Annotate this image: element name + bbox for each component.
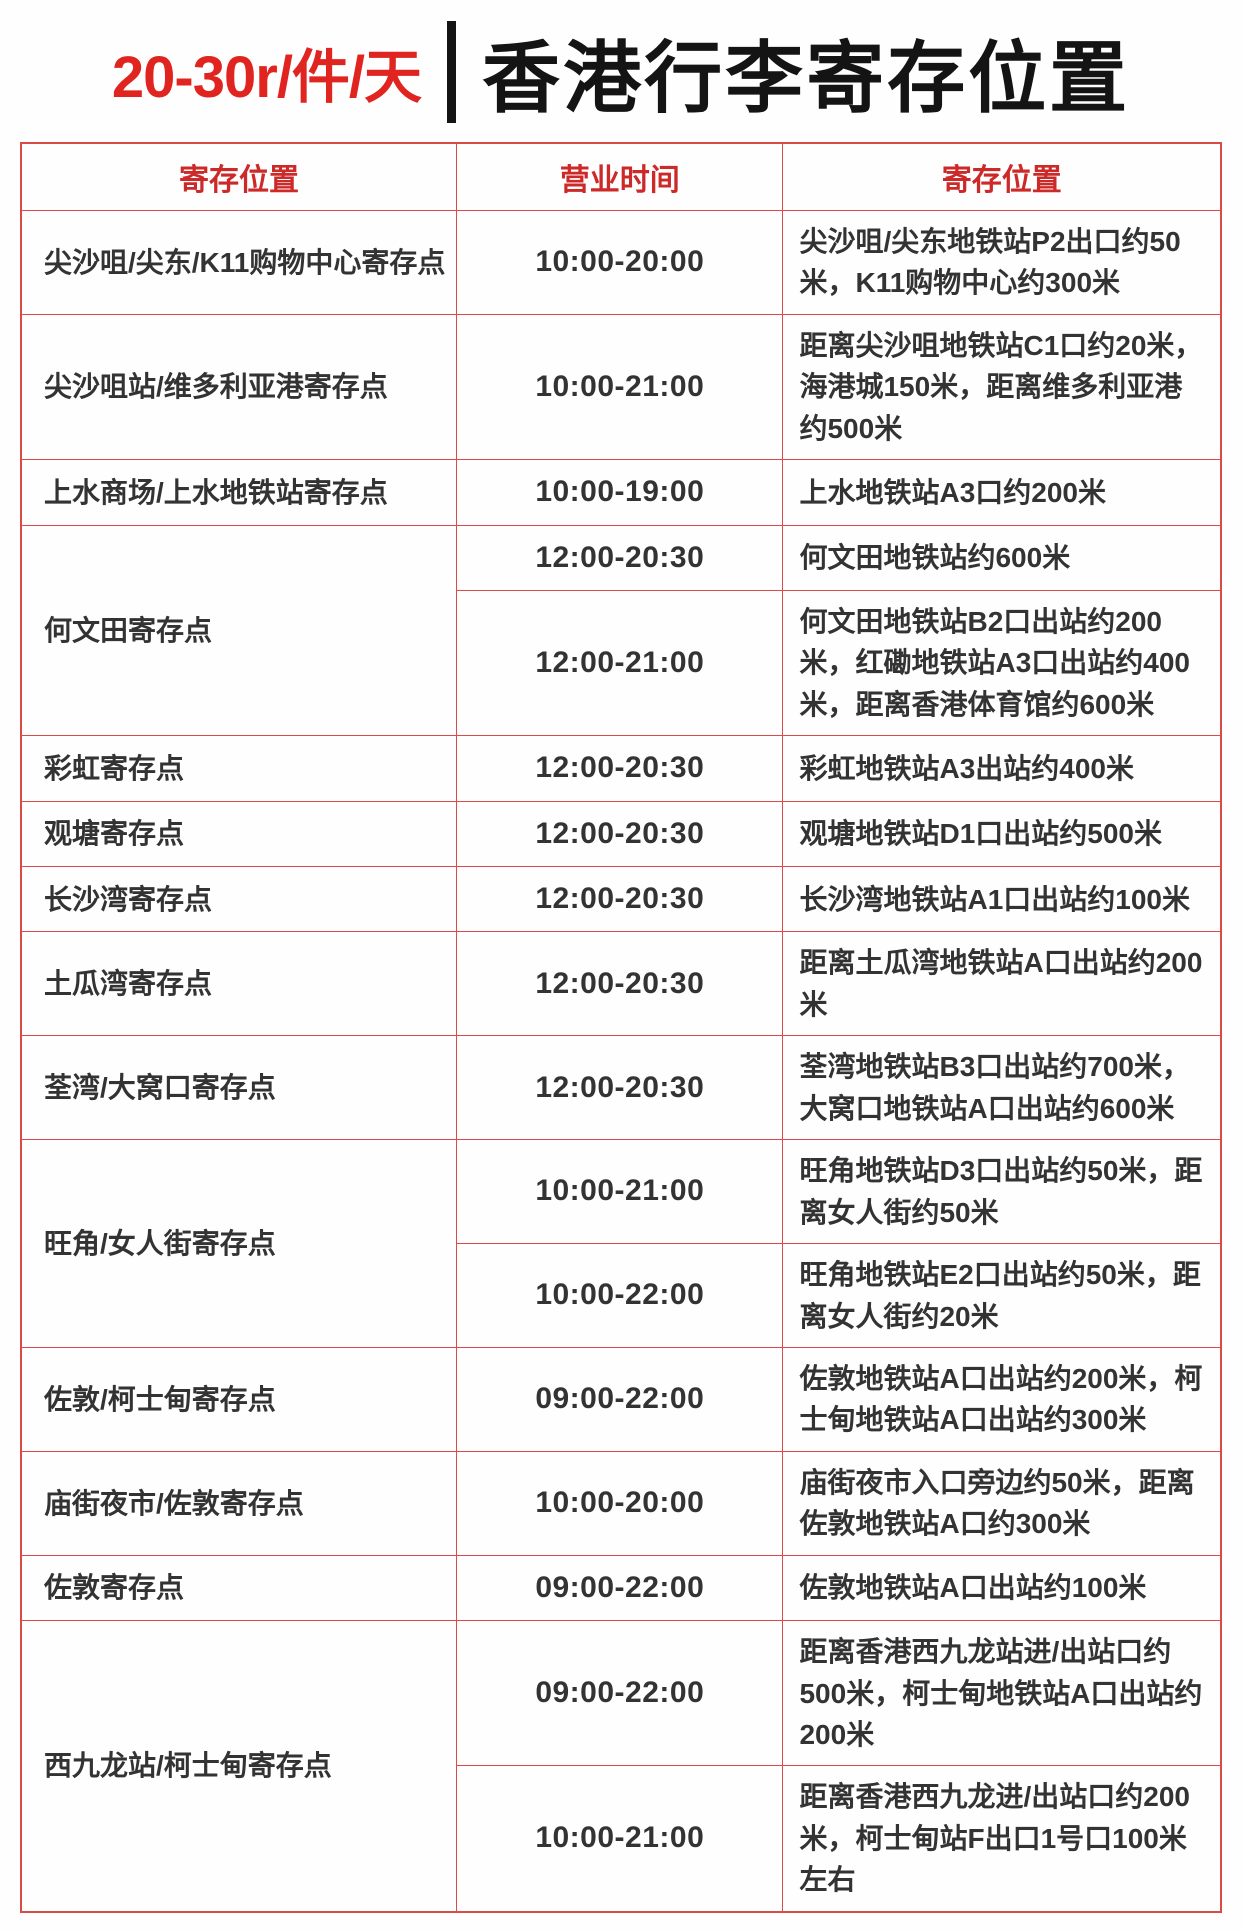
hours-cell: 10:00-20:00 bbox=[456, 210, 784, 315]
location-cell: 旺角/女人街寄存点 bbox=[20, 1139, 458, 1348]
table-row: 彩虹寄存点 12:00-20:30 彩虹地铁站A3出站约400米 bbox=[20, 735, 1222, 802]
table-row: 荃湾/大窝口寄存点 12:00-20:30 荃湾地铁站B3口出站约700米，大窝口地… bbox=[20, 1035, 1222, 1141]
table-row: 佐敦寄存点 09:00-22:00 佐敦地铁站A口出站约100米 bbox=[20, 1554, 1222, 1622]
table-row: 观塘寄存点 12:00-20:30 观塘地铁站D1口出站约500米 bbox=[20, 800, 1222, 868]
hours-cell: 12:00-20:30 bbox=[456, 1035, 784, 1141]
hours-cell: 10:00-19:00 bbox=[456, 459, 784, 526]
location-cell: 庙街夜市/佐敦寄存点 bbox=[20, 1450, 458, 1556]
table-row: 佐敦/柯士甸寄存点 09:00-22:00 佐敦地铁站A口出站约200米，柯士甸地铁… bbox=[20, 1346, 1222, 1452]
storage-locations-table: 寄存位置 营业时间 寄存位置 尖沙咀/尖东/K11购物中心寄存点 10:00-20… bbox=[20, 142, 1222, 1913]
title-divider-bar bbox=[447, 21, 457, 123]
hours-cell: 10:00-20:00 bbox=[456, 1450, 784, 1556]
location-cell: 尖沙咀站/维多利亚港寄存点 bbox=[20, 313, 458, 461]
detail-cell: 彩虹地铁站A3出站约400米 bbox=[782, 735, 1222, 802]
hours-cell: 09:00-22:00 bbox=[456, 1620, 784, 1767]
location-cell: 佐敦寄存点 bbox=[20, 1554, 458, 1622]
hours-cell: 10:00-21:00 bbox=[456, 313, 784, 461]
table-header-row: 寄存位置 营业时间 寄存位置 bbox=[20, 142, 1222, 211]
location-cell: 荃湾/大窝口寄存点 bbox=[20, 1035, 458, 1141]
location-cell: 佐敦/柯士甸寄存点 bbox=[20, 1346, 458, 1452]
table-row: 土瓜湾寄存点 12:00-20:30 距离土瓜湾地铁站A口出站约200米 bbox=[20, 931, 1222, 1037]
detail-cell: 距离尖沙咀地铁站C1口约20米，海港城150米，距离维多利亚港约500米 bbox=[782, 313, 1222, 461]
detail-cell: 何文田地铁站B2口出站约200米，红磡地铁站A3口出站约400米，距离香港体育馆… bbox=[782, 589, 1222, 737]
detail-cell: 距离土瓜湾地铁站A口出站约200米 bbox=[782, 931, 1222, 1037]
table-row: 庙街夜市/佐敦寄存点 10:00-20:00 庙街夜市入口旁边约50米，距离佐敦地铁… bbox=[20, 1450, 1222, 1556]
header-location-detail: 寄存位置 bbox=[782, 142, 1222, 211]
location-cell: 土瓜湾寄存点 bbox=[20, 931, 458, 1037]
detail-cell: 长沙湾地铁站A1口出站约100米 bbox=[782, 866, 1222, 933]
detail-cell: 旺角地铁站D3口出站约50米，距离女人街约50米 bbox=[782, 1139, 1222, 1245]
table-row: 上水商场/上水地铁站寄存点 10:00-19:00 上水地铁站A3口约200米 bbox=[20, 459, 1222, 526]
header-location: 寄存位置 bbox=[20, 142, 458, 211]
hours-cell: 09:00-22:00 bbox=[456, 1346, 784, 1452]
location-cell: 长沙湾寄存点 bbox=[20, 866, 458, 933]
hours-cell: 12:00-20:30 bbox=[456, 735, 784, 802]
hours-cell: 12:00-20:30 bbox=[456, 866, 784, 933]
location-cell: 上水商场/上水地铁站寄存点 bbox=[20, 459, 458, 526]
detail-cell: 观塘地铁站D1口出站约500米 bbox=[782, 800, 1222, 868]
page-title: 香港行李寄存位置 bbox=[482, 34, 1131, 122]
detail-cell: 庙街夜市入口旁边约50米，距离佐敦地铁站A口约300米 bbox=[782, 1450, 1222, 1556]
detail-cell: 旺角地铁站E2口出站约50米，距离女人街约20米 bbox=[782, 1243, 1222, 1348]
detail-cell: 尖沙咀/尖东地铁站P2出口约50米，K11购物中心约300米 bbox=[782, 210, 1222, 315]
detail-cell: 上水地铁站A3口约200米 bbox=[782, 459, 1222, 526]
table-row: 尖沙咀站/维多利亚港寄存点 10:00-21:00 距离尖沙咀地铁站C1口约20米，… bbox=[20, 313, 1222, 461]
hours-cell: 10:00-21:00 bbox=[456, 1765, 784, 1913]
location-cell: 彩虹寄存点 bbox=[20, 735, 458, 802]
detail-cell: 佐敦地铁站A口出站约200米，柯士甸地铁站A口出站约300米 bbox=[782, 1346, 1222, 1452]
table-row: 何文田寄存点 12:00-20:30 何文田地铁站约600米 bbox=[20, 524, 1222, 737]
detail-cell: 荃湾地铁站B3口出站约700米，大窝口地铁站A口出站约600米 bbox=[782, 1035, 1222, 1141]
title-bar: 20-30r/件/天 香港行李寄存位置 bbox=[0, 0, 1242, 142]
location-cell: 观塘寄存点 bbox=[20, 800, 458, 868]
table-row: 尖沙咀/尖东/K11购物中心寄存点 10:00-20:00 尖沙咀/尖东地铁站P2出… bbox=[20, 210, 1222, 315]
table-row: 西九龙站/柯士甸寄存点 09:00-22:00 距离香港西九龙站进/出站口约500米… bbox=[20, 1620, 1222, 1913]
hours-cell: 10:00-22:00 bbox=[456, 1243, 784, 1348]
price-tag: 20-30r/件/天 bbox=[111, 45, 422, 110]
hours-cell: 12:00-20:30 bbox=[456, 931, 784, 1037]
hours-cell: 12:00-20:30 bbox=[456, 524, 784, 591]
table-row: 旺角/女人街寄存点 10:00-21:00 旺角地铁站D3口出站约50米，距离女人街… bbox=[20, 1139, 1222, 1348]
table-row: 10:00-22:00 旺角地铁站E2口出站约50米，距离女人街约20米 bbox=[21, 1243, 1222, 1348]
location-cell: 尖沙咀/尖东/K11购物中心寄存点 bbox=[20, 210, 458, 315]
location-cell: 西九龙站/柯士甸寄存点 bbox=[20, 1620, 458, 1913]
location-cell: 何文田寄存点 bbox=[20, 524, 458, 737]
hours-cell: 12:00-20:30 bbox=[456, 800, 784, 868]
hours-cell: 09:00-22:00 bbox=[456, 1554, 784, 1622]
hours-cell: 10:00-21:00 bbox=[456, 1139, 784, 1245]
hours-cell: 12:00-21:00 bbox=[456, 589, 784, 737]
table-row: 长沙湾寄存点 12:00-20:30 长沙湾地铁站A1口出站约100米 bbox=[20, 866, 1222, 933]
detail-cell: 佐敦地铁站A口出站约100米 bbox=[782, 1554, 1222, 1622]
header-hours: 营业时间 bbox=[456, 142, 784, 211]
detail-cell: 距离香港西九龙进/出站口约200米，柯士甸站F出口1号口100米左右 bbox=[782, 1765, 1222, 1913]
detail-cell: 何文田地铁站约600米 bbox=[782, 524, 1222, 591]
detail-cell: 距离香港西九龙站进/出站口约500米，柯士甸地铁站A口出站约200米 bbox=[782, 1620, 1222, 1767]
table-row: 12:00-21:00 何文田地铁站B2口出站约200米，红磡地铁站A3口出站约4… bbox=[21, 589, 1222, 737]
storage-table-body: 尖沙咀/尖东/K11购物中心寄存点 10:00-20:00 尖沙咀/尖东地铁站P2出… bbox=[20, 210, 1222, 1913]
